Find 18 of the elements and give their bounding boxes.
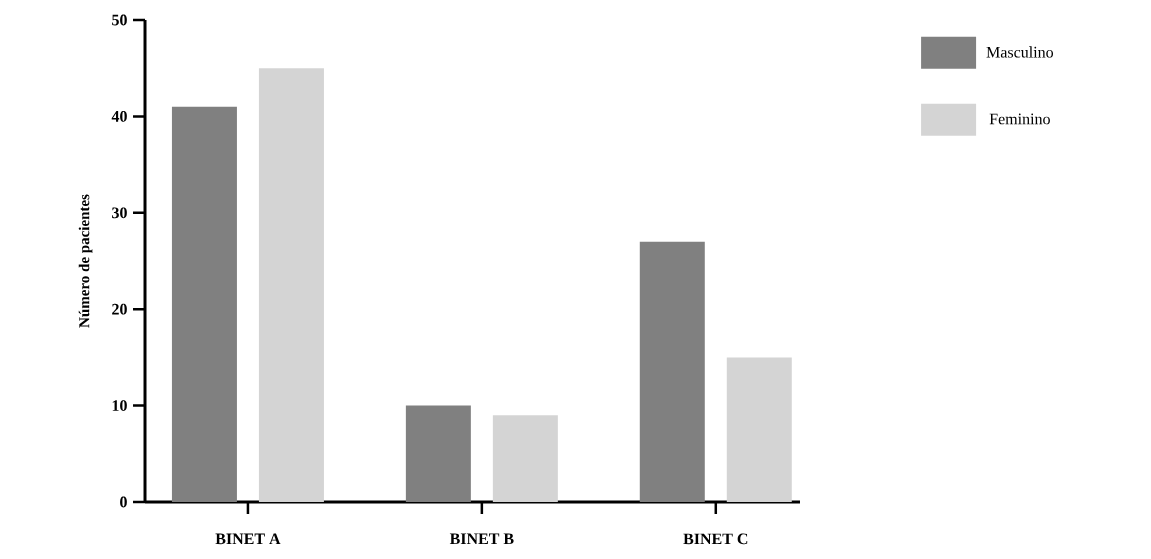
y-tick-label: 30 [112, 207, 127, 219]
bar [258, 68, 324, 502]
y-tick-label: 20 [112, 303, 127, 315]
legend-label: Masculino [986, 46, 1054, 58]
x-tick-label: BINET A [215, 533, 281, 545]
bar [639, 241, 705, 502]
legend-label: Feminino [989, 113, 1050, 125]
bar [492, 415, 558, 502]
y-tick-label: 50 [112, 14, 127, 26]
bar [405, 405, 471, 502]
y-tick-label: 40 [111, 111, 127, 122]
y-tick-label: 0 [120, 496, 127, 508]
x-tick-label: BINET C [683, 533, 748, 545]
bar [726, 357, 792, 502]
y-tick-label: 10 [112, 400, 127, 411]
y-axis-title: Número de pacientes [78, 194, 93, 328]
bar [171, 106, 237, 502]
x-tick-label: BINET B [449, 533, 514, 545]
